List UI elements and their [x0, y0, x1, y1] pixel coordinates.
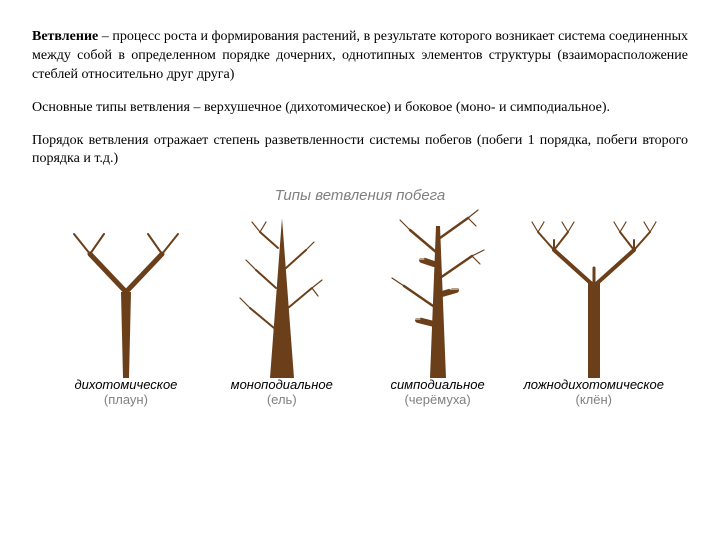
caption-sympodial: симподиальное(черёмуха) [390, 378, 484, 407]
diagram-cell-monopodial: моноподиальное(ель) [212, 208, 352, 407]
tree-sympodial-icon [368, 208, 508, 378]
diagram-cell-pseudodichotomous: ложнодихотомическое(клён) [523, 208, 664, 407]
diagram-cell-sympodial: симподиальное(черёмуха) [368, 208, 508, 407]
caption-label: моноподиальное [231, 378, 333, 392]
term: Ветвление [32, 29, 98, 44]
diagram-title: Типы ветвления побега [32, 187, 688, 204]
tree-monopodial-icon [212, 208, 352, 378]
paragraph-order: Порядок ветвления отражает степень разве… [32, 132, 688, 170]
caption-example: (клён) [523, 393, 664, 407]
caption-dichotomous: дихотомическое(плаун) [74, 378, 177, 407]
definition-tail: – процесс роста и формирования растений,… [32, 29, 688, 82]
caption-label: ложнодихотомическое [523, 378, 664, 392]
tree-dichotomous-icon [56, 208, 196, 378]
diagram-cell-dichotomous: дихотомическое(плаун) [56, 208, 196, 407]
paragraph-definition: Ветвление – процесс роста и формирования… [32, 28, 688, 85]
caption-label: симподиальное [390, 378, 484, 392]
caption-label: дихотомическое [74, 378, 177, 392]
tree-pseudodichotomous-icon [524, 208, 664, 378]
caption-monopodial: моноподиальное(ель) [231, 378, 333, 407]
diagram-row: дихотомическое(плаун) моноподиальное(ель)… [32, 208, 688, 407]
caption-example: (плаун) [74, 393, 177, 407]
paragraph-types: Основные типы ветвления – верхушечное (д… [32, 99, 688, 118]
page: Ветвление – процесс роста и формирования… [0, 0, 720, 407]
caption-example: (черёмуха) [390, 393, 484, 407]
caption-example: (ель) [231, 393, 333, 407]
caption-pseudodichotomous: ложнодихотомическое(клён) [523, 378, 664, 407]
